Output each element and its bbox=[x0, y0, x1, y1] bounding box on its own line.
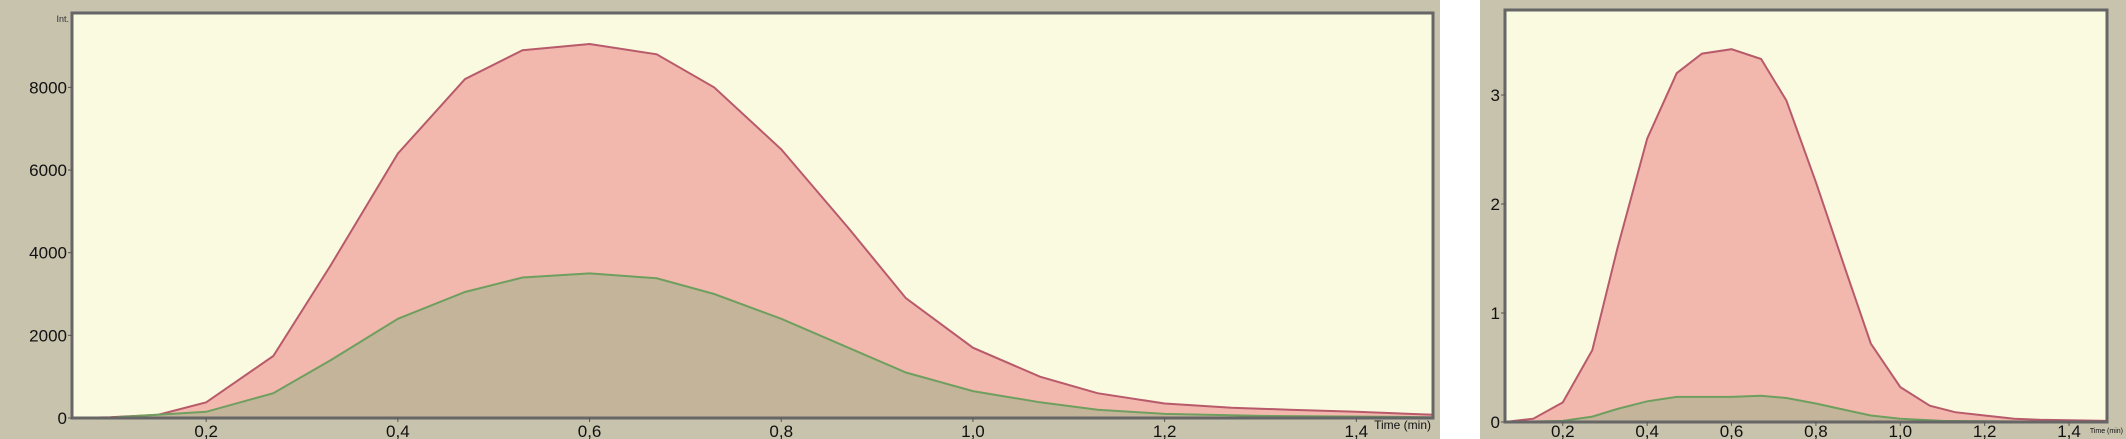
x-tick-label: 0,6 bbox=[578, 422, 602, 439]
series-1-line bbox=[71, 42, 1434, 419]
x-tick-label: 0,8 bbox=[769, 422, 793, 439]
plot-border bbox=[1503, 8, 2109, 424]
series-1-area bbox=[1505, 49, 2107, 422]
chart-left: 0 2000 4000 6000 8000 0,2 0,4 0,6 0,8 1,0 1,2 1,4 In… bbox=[0, 0, 1440, 439]
chart-right: 0 1 2 3 0,2 0,4 0,6 0,8 1,0 1,2 1,4 Time (min) bbox=[1480, 0, 2126, 439]
series-1-line bbox=[1504, 48, 2108, 423]
x-tick-label: 0,4 bbox=[386, 422, 410, 439]
x-tick-label: 0,2 bbox=[194, 422, 218, 439]
y-tick-label: 2000 bbox=[29, 326, 67, 345]
x-tick-label: 1,4 bbox=[1345, 422, 1369, 439]
x-tick-label: 0,6 bbox=[1720, 422, 1744, 439]
x-tick-label: 1,4 bbox=[2057, 422, 2081, 439]
x-tick-label: 0,4 bbox=[1635, 422, 1659, 439]
x-tick-label: 1,0 bbox=[961, 422, 985, 439]
y-tick-label: 3 bbox=[1491, 86, 1500, 105]
x-tick-label: 1,2 bbox=[1973, 422, 1997, 439]
plot-border bbox=[70, 11, 1435, 420]
y-tick-label: 8000 bbox=[29, 78, 67, 97]
y-tick-label: 2 bbox=[1491, 195, 1500, 214]
y-tick-label: 0 bbox=[1491, 413, 1500, 432]
y-tick-label: 0 bbox=[58, 409, 67, 428]
x-axis-label: Time (min) bbox=[1374, 418, 1431, 432]
series-2-area bbox=[1505, 395, 2107, 422]
x-tick-label: 0,2 bbox=[1551, 422, 1575, 439]
y-tick-label: 6000 bbox=[29, 161, 67, 180]
y-axis-label: Int. bbox=[56, 14, 69, 24]
x-tick-label: 1,2 bbox=[1153, 422, 1177, 439]
y-tick-label: 1 bbox=[1491, 304, 1500, 323]
series-2-line bbox=[71, 272, 1434, 419]
x-tick-label: 0,8 bbox=[1804, 422, 1828, 439]
series-2-line bbox=[1504, 394, 2108, 423]
y-tick-label: 4000 bbox=[29, 244, 67, 263]
x-axis-label: Time (min) bbox=[2090, 428, 2123, 435]
x-tick-label: 1,0 bbox=[1888, 422, 1912, 439]
series-2-area bbox=[72, 273, 1433, 418]
